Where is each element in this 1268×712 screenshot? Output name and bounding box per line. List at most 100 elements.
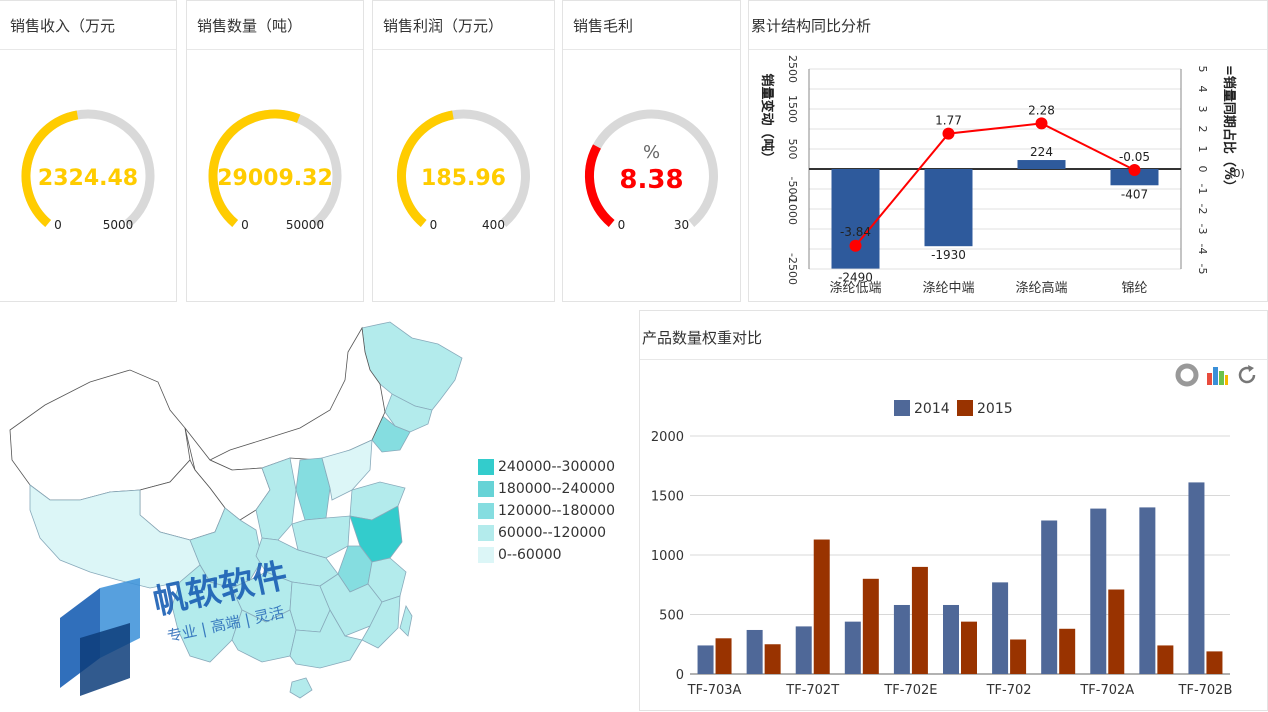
ratio-data-label: 2.28 — [1028, 103, 1055, 117]
product-bar — [1157, 645, 1174, 674]
map-region-henan[interactable] — [291, 515, 351, 559]
right-tick-label: 2 — [1196, 126, 1209, 133]
ratio-point — [1035, 117, 1048, 130]
legend-item[interactable]: 0--60000 — [478, 544, 615, 566]
product-chart-panel: 产品数量权重对比 2014 2015 2000 1500 1000 500 0 TF-703A… — [639, 310, 1268, 711]
map-region-taiwan[interactable] — [399, 604, 413, 637]
category-label: 涤纶中端 — [922, 281, 974, 296]
gauge-max-label: 400 — [482, 218, 505, 232]
x-tick-label: TF-702T — [785, 683, 839, 698]
gauge-quantity: 29009.32 0 50000 — [208, 109, 342, 232]
gauge-fill — [397, 110, 454, 227]
kpi-title: 销售利润（万元） — [383, 17, 504, 35]
x-tick-label: TF-702B — [1178, 683, 1233, 698]
gauge-value: 29009.32 — [217, 166, 333, 191]
bar-chart-icon[interactable] — [1205, 363, 1229, 387]
product-bar — [911, 566, 928, 674]
structure-bar — [1017, 160, 1066, 169]
left-tick-label: 2500 — [786, 55, 799, 83]
legend-swatch — [478, 525, 494, 541]
left-tick-label: -500 — [786, 177, 799, 202]
right-tick-label: 4 — [1196, 86, 1209, 93]
product-bar — [961, 621, 977, 674]
category-label: 锦纶 — [1121, 281, 1147, 296]
legend-label: 2015 — [977, 401, 1013, 417]
ratio-data-label: -3.84 — [840, 225, 871, 239]
gauge-value: 185.96 — [421, 166, 506, 191]
right-tick-label: -4 — [1196, 244, 1209, 255]
x-tick-label: TF-702E — [883, 683, 937, 698]
gauge-value: 2324.48 — [38, 166, 138, 191]
china-map — [9, 321, 463, 699]
left-tick-label: 1500 — [786, 95, 799, 123]
legend-swatch — [957, 400, 973, 416]
ratio-point — [1128, 164, 1141, 176]
legend-item[interactable]: 120000--180000 — [478, 500, 615, 522]
legend-swatch — [478, 503, 494, 519]
category-label: 涤纶低端 — [829, 281, 881, 296]
product-bar — [746, 629, 763, 674]
structure-bar — [1110, 169, 1159, 186]
x-tick-label: TF-702A — [1079, 683, 1134, 698]
product-bar — [862, 578, 879, 674]
structure-combo-chart: 2500 1500 500 -500-1000 -2500 5 4 3 2 1 0 -1 -2 -3 -4 -… — [759, 55, 1245, 296]
y-tick-label: 2000 — [651, 430, 684, 445]
gauge-revenue: 2324.48 0 5000 — [21, 109, 155, 232]
gauge-max-label: 30 — [674, 218, 689, 232]
y-tick-label: 0 — [676, 668, 684, 683]
divider — [187, 49, 363, 50]
map-region-hainan[interactable] — [289, 677, 313, 699]
bar-data-label: -2490 — [838, 271, 873, 285]
kpi-title: 销售毛利 — [573, 17, 634, 35]
gauge-value: 8.38 — [619, 165, 683, 195]
kpi-panel-revenue: 销售收入（万元 2324.48 0 5000 — [0, 0, 177, 302]
product-bar — [943, 604, 959, 674]
right-tick-label: -2 — [1196, 204, 1209, 215]
gauge-fill — [208, 109, 301, 227]
ratio-point — [942, 127, 955, 140]
legend-label: 180000--240000 — [498, 481, 615, 497]
legend-swatch — [478, 459, 494, 475]
product-bar — [1206, 651, 1223, 674]
left-tick-label: 500 — [786, 139, 799, 160]
legend-item[interactable]: 60000--120000 — [478, 522, 615, 544]
product-bar — [1041, 520, 1058, 674]
product-bar — [715, 638, 732, 674]
legend-label: 120000--180000 — [498, 503, 615, 519]
legend-swatch — [894, 400, 910, 416]
kpi-panel-profit: 销售利润（万元） 185.96 0 400 — [372, 0, 555, 302]
refresh-icon[interactable] — [1235, 363, 1259, 387]
ratio-line — [854, 122, 1135, 247]
legend-swatch — [478, 547, 494, 563]
legend-label: 2014 — [914, 401, 950, 417]
product-bar — [844, 621, 861, 674]
structure-bar — [831, 169, 880, 269]
gauge-fill — [585, 144, 615, 227]
product-bar — [1059, 628, 1076, 674]
ratio-point — [849, 239, 862, 252]
category-label: 涤纶高端 — [1015, 280, 1067, 296]
right-tick-label: 0 — [1196, 166, 1209, 173]
product-bar — [1188, 482, 1205, 674]
donut-chart-icon[interactable] — [1175, 363, 1199, 387]
divider — [749, 49, 1267, 50]
map-region-hebei[interactable] — [321, 439, 373, 501]
y-tick-label: 500 — [659, 609, 684, 624]
gauge-min-label: 0 — [54, 218, 62, 232]
x-tick-label: TF-702 — [986, 683, 1032, 698]
right-tick-label: -3 — [1196, 224, 1209, 235]
map-region-xinjiang[interactable] — [9, 369, 191, 501]
fanruan-logo — [60, 578, 140, 696]
map-region-guangdong[interactable] — [289, 609, 363, 669]
legend-item[interactable]: 180000--240000 — [478, 478, 615, 500]
structure-bar — [924, 169, 973, 247]
map-region-jilin[interactable] — [384, 393, 433, 433]
gauge-max-label: 5000 — [103, 218, 134, 232]
bar-data-label: 224 — [1030, 145, 1053, 159]
product-bar — [1139, 507, 1156, 674]
right-axis-title: =销量同期占比（%） — [1221, 65, 1237, 193]
product-bar — [764, 644, 781, 674]
legend-item[interactable]: 240000--300000 — [478, 456, 615, 478]
legend-label: 0--60000 — [498, 547, 562, 563]
legend-swatch — [478, 481, 494, 497]
